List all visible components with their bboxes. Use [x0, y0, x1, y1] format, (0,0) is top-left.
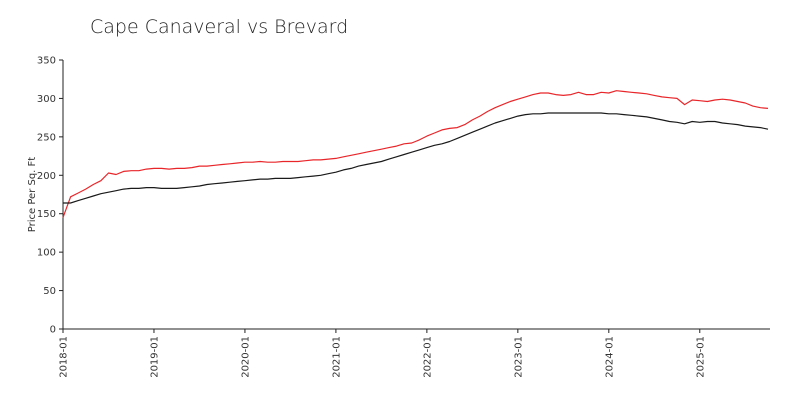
x-tick-label: 2019-01	[149, 336, 160, 378]
x-tick-label: 2018-01	[59, 336, 70, 378]
x-tick-label: 2025-01	[695, 336, 706, 378]
series-line-cape-canaveral	[62, 90, 769, 218]
y-axis-label: Price Per Sq. Ft	[27, 157, 38, 232]
x-tick-label: 2020-01	[240, 336, 251, 378]
y-tick-label: 200	[37, 171, 56, 182]
y-tick-label: 150	[37, 209, 56, 220]
y-tick-label: 100	[37, 248, 56, 259]
series-line-brevard	[63, 112, 769, 204]
chart-title: Cape Canaveral vs Brevard	[90, 16, 349, 38]
y-tick-label: 300	[37, 94, 56, 105]
y-tick-label: 250	[37, 132, 56, 143]
x-tick-label: 2023-01	[513, 336, 524, 378]
y-tick-label: 0	[50, 325, 56, 336]
x-tick-label: 2022-01	[422, 336, 433, 378]
x-tick-label: 2024-01	[604, 336, 615, 378]
y-tick-label: 50	[43, 286, 56, 297]
y-tick-label: 350	[37, 56, 56, 67]
x-tick-label: 2021-01	[331, 336, 342, 378]
